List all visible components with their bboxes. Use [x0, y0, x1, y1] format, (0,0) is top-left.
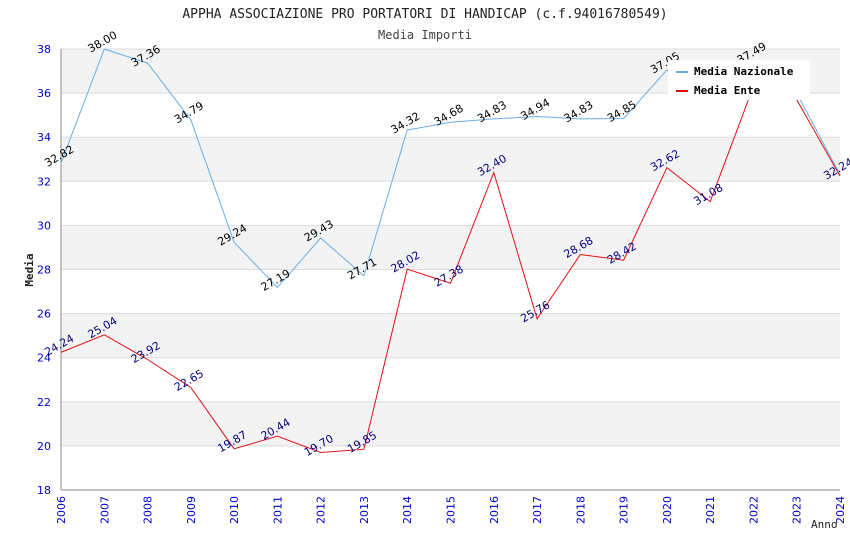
x-tick-label: 2019 — [618, 496, 631, 524]
x-tick-label: 2011 — [271, 496, 284, 524]
x-tick-label: 2012 — [315, 496, 328, 524]
x-tick-label: 2008 — [142, 496, 155, 524]
y-axis-label: Media — [23, 253, 36, 286]
band — [61, 357, 840, 402]
x-tick-label: 2009 — [185, 496, 198, 524]
series-line-media-ente — [60, 85, 841, 454]
band — [61, 445, 840, 490]
x-tick-label: 2021 — [704, 496, 717, 524]
band — [61, 93, 840, 138]
x-tick-label: 2010 — [228, 496, 241, 524]
x-tick-label: 2013 — [358, 496, 371, 524]
y-tick-label: 32 — [37, 175, 51, 188]
x-tick-label: 2007 — [98, 496, 111, 524]
background-bands — [61, 49, 840, 490]
band — [61, 225, 840, 270]
x-tick-label: 2020 — [661, 496, 674, 524]
x-tick-label: 2022 — [747, 496, 760, 524]
y-tick-label: 36 — [37, 87, 51, 100]
x-tick-label: 2015 — [445, 496, 458, 524]
chart-subtitle: Media Importi — [378, 28, 472, 42]
band — [61, 181, 840, 226]
x-tick-label: 2024 — [834, 496, 847, 524]
chart-title: APPHA ASSOCIAZIONE PRO PORTATORI DI HAND… — [182, 7, 667, 22]
legend-label-nazionale: Media Nazionale — [694, 65, 794, 78]
x-tick-label: 2023 — [791, 496, 804, 524]
y-tick-label: 24 — [37, 352, 51, 365]
x-tick-label: 2016 — [488, 496, 501, 524]
legend-label-ente: Media Ente — [694, 84, 761, 97]
band — [61, 401, 840, 446]
band — [61, 269, 840, 314]
x-tick-labels: 2006 2007 2008 2009 2010 2011 2012 2013 2014 2015… — [55, 496, 847, 524]
x-tick-label: 2017 — [531, 496, 544, 524]
x-tick-label: 2018 — [574, 496, 587, 524]
legend-box — [668, 60, 810, 100]
x-axis-label: Anno — [811, 518, 838, 531]
y-tick-label: 38 — [37, 43, 51, 56]
y-tick-label: 20 — [37, 440, 51, 453]
y-tick-label: 26 — [37, 308, 51, 321]
y-tick-label: 30 — [37, 219, 51, 232]
band — [61, 137, 840, 182]
y-tick-labels: 18 20 22 24 26 28 30 32 34 36 38 — [37, 43, 51, 497]
y-tick-label: 28 — [37, 264, 51, 277]
x-tick-label: 2006 — [55, 496, 68, 524]
y-tick-label: 18 — [37, 484, 51, 497]
y-tick-label: 34 — [37, 131, 51, 144]
band — [61, 313, 840, 358]
x-tick-label: 2014 — [401, 496, 414, 524]
y-tick-label: 22 — [37, 396, 51, 409]
legend: Media Nazionale Media Ente — [668, 60, 810, 100]
